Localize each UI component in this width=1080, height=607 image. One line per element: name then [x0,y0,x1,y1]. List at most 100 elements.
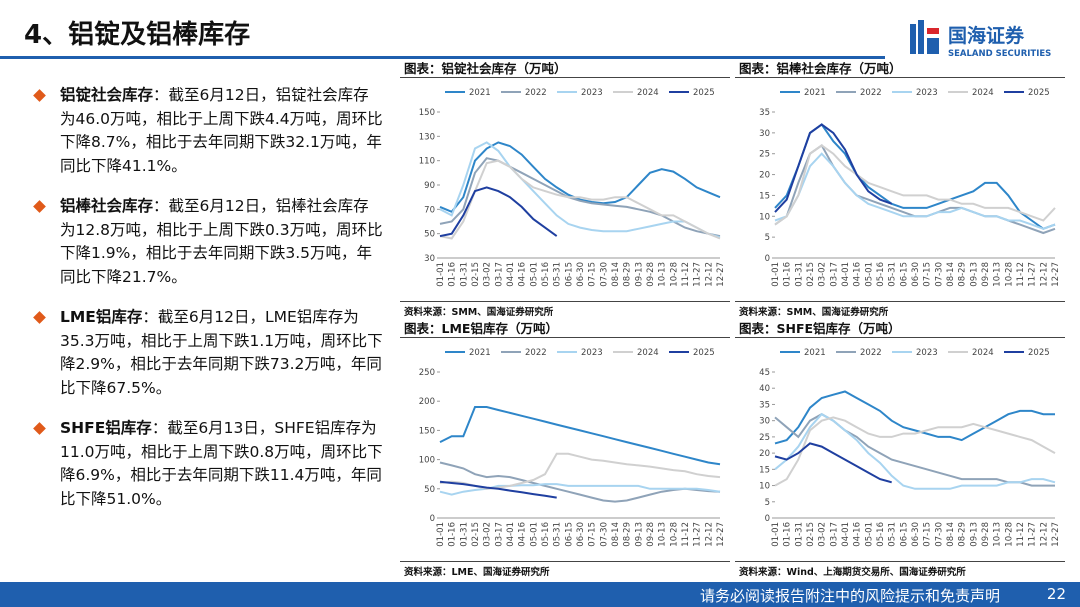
bullet-head: 铝棒社会库存 [60,197,154,215]
y-tick-label: 250 [419,368,435,378]
x-tick-label: 02-15 [806,262,816,287]
series-line [439,186,558,238]
y-tick-label: 0 [430,514,435,524]
chart-source: 资料来源：Wind、上海期货交易所、国海证券研究所 [739,567,966,578]
x-tick-label: 06-30 [911,262,921,287]
logo: 国海证券 SEALAND SECURITIES [910,20,1051,59]
x-tick-label: 03-17 [494,522,504,547]
chart-rule [400,301,730,302]
y-tick-label: 0 [765,254,770,264]
legend-label: 2024 [972,348,994,358]
series-line [439,141,721,239]
y-tick-label: 10 [759,212,770,222]
x-tick-label: 12-27 [1051,262,1061,287]
chart-rule [735,561,1065,562]
x-tick-label: 02-15 [806,522,816,547]
x-tick-label: 08-14 [946,262,956,287]
x-tick-label: 10-28 [1004,262,1014,287]
x-tick-label: 01-16 [448,262,458,287]
legend-label: 2024 [637,88,659,98]
y-tick-label: 110 [419,157,435,167]
x-tick-label: 01-01 [436,522,446,547]
x-tick-label: 07-15 [923,262,933,287]
x-tick-label: 07-15 [588,522,598,547]
bullet: 铝棒社会库存：截至6月12日，铝棒社会库存为12.8万吨，相比于上周下跌0.3万… [32,195,384,289]
x-tick-label: 03-17 [829,262,839,287]
y-tick-label: 25 [759,433,770,443]
y-tick-label: 90 [424,181,435,191]
x-tick-label: 08-14 [611,262,621,287]
x-tick-label: 01-01 [436,262,446,287]
y-tick-label: 150 [419,108,435,118]
x-tick-label: 11-27 [1028,522,1038,547]
x-tick-label: 05-01 [529,522,539,547]
chart-rule [400,561,730,562]
legend-label: 2024 [637,348,659,358]
x-tick-label: 06-15 [899,522,909,547]
bullet-head: 铝锭社会库存 [60,86,154,104]
x-tick-label: 02-15 [471,522,481,547]
x-tick-label: 05-16 [541,262,551,287]
x-tick-label: 08-29 [958,262,968,287]
series-line [774,152,1056,230]
bullet: LME铝库存：截至6月12日，LME铝库存为35.3万吨，相比于上周下跌1.1万… [32,306,384,400]
x-tick-label: 05-01 [529,262,539,287]
chart-title: 图表：LME铝库存（万吨） [404,321,558,336]
x-tick-label: 04-01 [506,522,516,547]
series-line [774,390,1055,445]
legend-label: 2021 [804,348,826,358]
x-tick-label: 08-29 [623,262,633,287]
x-tick-label: 01-31 [459,262,469,287]
x-tick-label: 04-16 [853,522,863,547]
legend-label: 2024 [972,88,994,98]
x-tick-label: 04-01 [841,262,851,287]
legend-label: 2021 [469,348,491,358]
series-line [439,452,721,490]
x-tick-label: 05-31 [888,262,898,287]
series-line [439,480,557,499]
x-tick-label: 10-28 [1004,522,1014,547]
y-tick-label: 40 [759,384,770,394]
series-line [774,412,1056,490]
x-tick-label: 09-28 [981,262,991,287]
chart-source: 资料来源：LME、国海证券研究所 [404,567,550,578]
page-number: 22 [1046,585,1066,603]
x-tick-label: 06-15 [564,262,574,287]
x-tick-label: 10-28 [669,262,679,287]
x-tick-label: 07-30 [599,522,609,547]
chart-source: 资料来源：SMM、国海证券研究所 [404,307,554,318]
x-tick-label: 01-16 [783,262,793,287]
x-tick-label: 04-01 [841,522,851,547]
x-tick-label: 12-27 [716,522,726,547]
x-tick-label: 04-01 [506,262,516,287]
x-tick-label: 08-29 [623,522,633,547]
y-tick-label: 20 [759,449,770,459]
x-tick-label: 05-31 [553,522,563,547]
x-tick-label: 06-15 [899,262,909,287]
x-tick-label: 04-16 [518,522,528,547]
x-tick-label: 01-01 [771,262,781,287]
x-tick-label: 12-12 [1039,262,1049,287]
chart-rule [735,301,1065,302]
bullet-head: SHFE铝库存 [60,419,152,437]
y-tick-label: 50 [424,230,435,240]
x-tick-label: 09-28 [981,522,991,547]
x-tick-label: 12-27 [1051,522,1061,547]
x-tick-label: 11-12 [1016,262,1026,287]
x-tick-label: 05-31 [888,522,898,547]
x-tick-label: 03-17 [829,522,839,547]
series-line [774,416,1056,487]
x-tick-label: 01-31 [794,522,804,547]
legend-label: 2025 [1028,88,1050,98]
y-tick-label: 25 [759,150,770,160]
y-tick-label: 30 [759,417,770,427]
x-tick-label: 05-16 [876,262,886,287]
chart: 0 50 100 150 200 250 01-01 01-16 01-31 02-15 03-02… [419,348,726,547]
y-tick-label: 35 [759,108,770,118]
x-tick-label: 11-12 [1016,522,1026,547]
series-line [774,144,1056,226]
